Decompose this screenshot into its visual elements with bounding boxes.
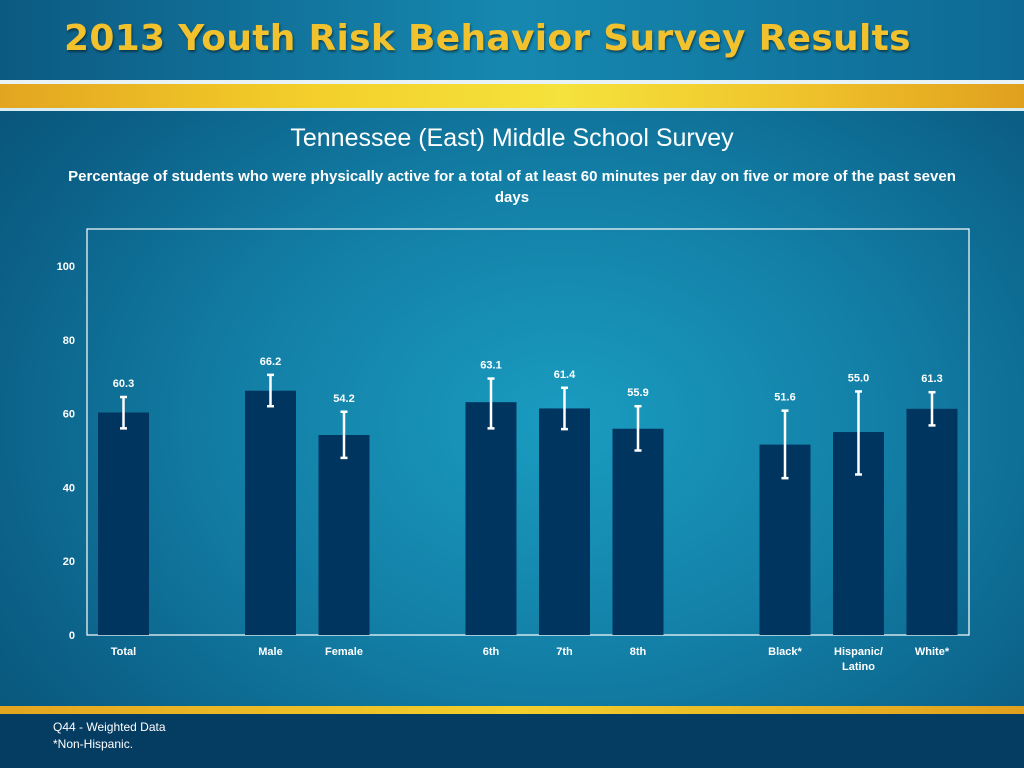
y-tick-label: 100 <box>57 261 75 273</box>
footer-note-weighted: Q44 - Weighted Data <box>53 720 166 734</box>
x-tick-label: White* <box>915 646 950 658</box>
x-tick-label: Hispanic/ <box>834 646 883 658</box>
plot-frame <box>86 228 970 636</box>
bar <box>539 408 590 635</box>
x-tick-label: Female <box>325 646 363 658</box>
header-divider <box>0 80 1024 84</box>
data-label: 55.9 <box>627 387 648 399</box>
header-band: 2013 Youth Risk Behavior Survey Results <box>0 0 1024 80</box>
gold-accent-bar <box>0 84 1024 108</box>
bar <box>245 390 296 635</box>
x-tick-label: 8th <box>630 646 647 658</box>
y-tick-label: 0 <box>69 630 75 642</box>
data-label: 51.6 <box>774 392 795 404</box>
x-tick-label: Male <box>258 646 282 658</box>
x-tick-label: Black* <box>768 646 802 658</box>
chart-subtitle: Percentage of students who were physical… <box>68 168 956 206</box>
footer-note-non-hispanic: *Non-Hispanic. <box>53 737 134 751</box>
x-tick-label: Latino <box>842 661 875 673</box>
x-tick-label: 7th <box>556 646 573 658</box>
y-tick-label: 40 <box>63 482 75 494</box>
data-label: 54.2 <box>333 393 354 405</box>
chart-title: Tennessee (East) Middle School Survey <box>290 124 734 152</box>
footer <box>0 714 1024 768</box>
y-tick-label: 60 <box>63 409 75 421</box>
bar <box>612 428 664 635</box>
x-tick-label: 6th <box>483 646 500 658</box>
footer-gold-band <box>0 706 1024 714</box>
y-tick-label: 80 <box>63 335 75 347</box>
x-tick-label: Total <box>111 646 136 658</box>
y-tick-label: 20 <box>63 556 75 568</box>
bar <box>318 435 370 635</box>
bar-chart: 0 20 40 60 80 100 60.3 Total 66.2 Male 54.2 Female 6… <box>57 228 970 673</box>
page-title: 2013 Youth Risk Behavior Survey Results <box>64 18 911 59</box>
data-label: 61.3 <box>921 373 942 385</box>
gold-bar-divider <box>0 108 1024 111</box>
data-label: 66.2 <box>260 356 281 368</box>
data-label: 63.1 <box>480 360 501 372</box>
bar <box>906 408 958 635</box>
bar <box>465 402 517 635</box>
bar <box>98 412 149 635</box>
data-label: 55.0 <box>848 372 869 384</box>
data-label: 60.3 <box>113 378 134 390</box>
data-label: 61.4 <box>554 369 576 381</box>
